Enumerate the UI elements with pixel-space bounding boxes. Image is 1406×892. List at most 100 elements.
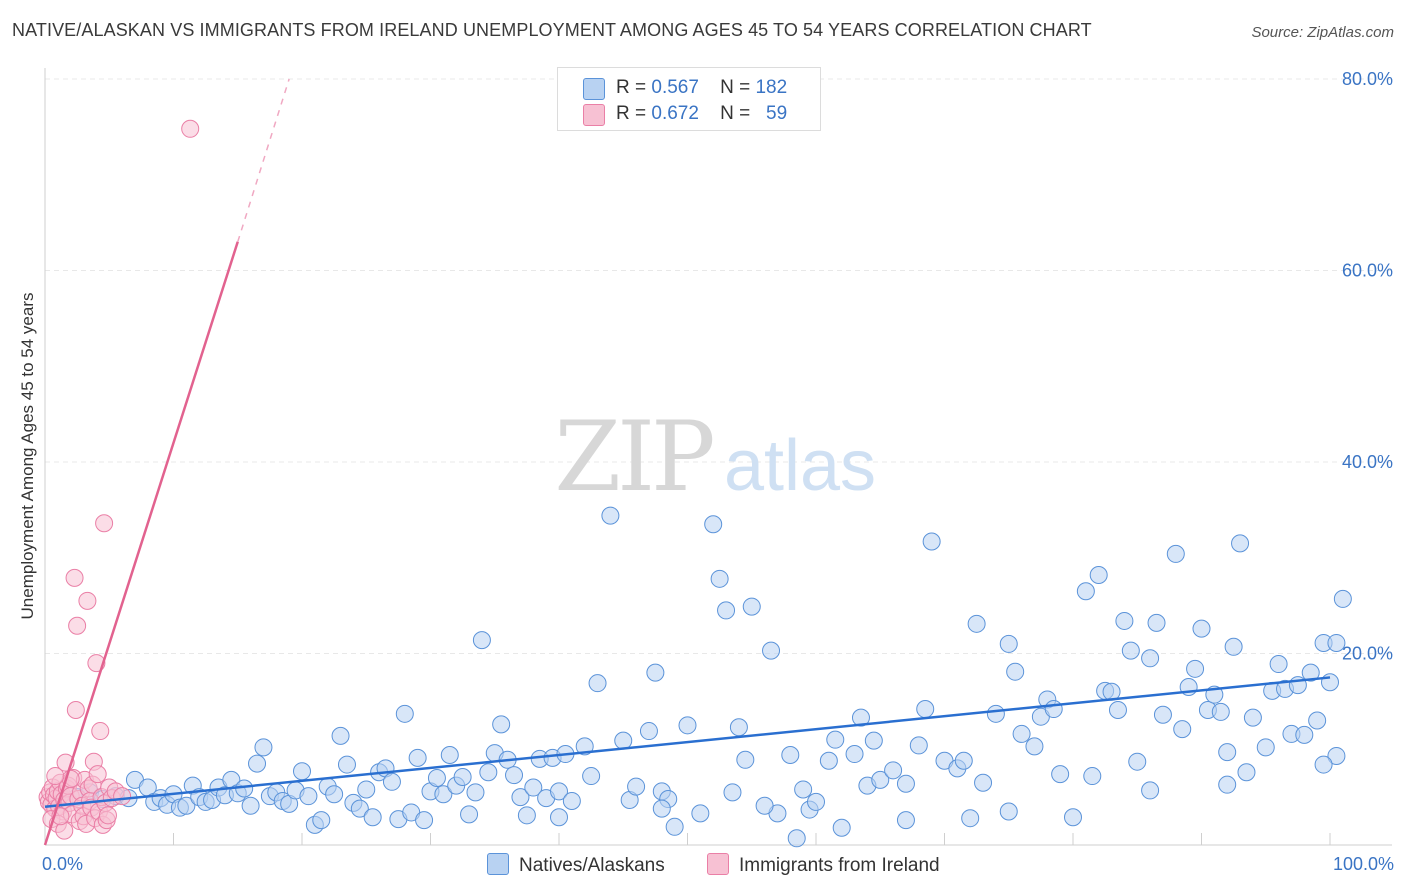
point-natives xyxy=(1083,767,1102,786)
point-natives xyxy=(550,782,568,801)
point-natives xyxy=(762,641,781,660)
point-natives xyxy=(1064,808,1082,827)
point-natives xyxy=(1173,720,1192,739)
point-natives xyxy=(1237,763,1256,782)
point-natives xyxy=(896,774,915,793)
point-natives xyxy=(787,829,806,848)
y-tick-label: 60.0% xyxy=(1342,261,1393,281)
point-natives xyxy=(492,715,511,734)
point-natives xyxy=(1153,705,1172,724)
point-natives xyxy=(254,738,273,757)
legend-r-value: 0.567 xyxy=(651,77,699,98)
legend-n-value: 59 xyxy=(766,103,788,124)
point-natives xyxy=(807,792,825,811)
point-natives xyxy=(1224,637,1243,656)
tick-labels: 20.0% 40.0% 60.0% 80.0% 0.0% 100.0% xyxy=(42,69,1394,874)
point-natives xyxy=(453,768,472,787)
legend-r-label: R = xyxy=(616,77,647,98)
point-natives xyxy=(999,634,1018,653)
point-natives xyxy=(1321,673,1339,692)
point-natives xyxy=(350,799,369,818)
point-ireland xyxy=(95,514,114,533)
point-natives xyxy=(588,674,607,693)
trend-lines xyxy=(43,78,1331,846)
point-natives xyxy=(1108,700,1127,719)
point-natives xyxy=(755,796,774,815)
point-natives xyxy=(479,763,498,782)
point-natives xyxy=(832,818,851,837)
point-natives xyxy=(511,788,530,807)
point-natives xyxy=(1044,700,1063,719)
point-natives xyxy=(1141,781,1160,800)
point-natives xyxy=(678,716,697,735)
point-natives xyxy=(299,787,318,806)
point-natives xyxy=(177,796,196,815)
series-immigrants-ireland xyxy=(38,119,200,840)
point-natives xyxy=(627,777,646,796)
point-natives xyxy=(1327,746,1346,765)
bottom-legend-label: Natives/Alaskans xyxy=(519,855,665,876)
point-natives xyxy=(710,569,729,588)
point-natives xyxy=(974,773,993,792)
point-natives xyxy=(736,750,755,769)
point-natives xyxy=(293,762,311,781)
point-natives xyxy=(871,770,890,789)
point-natives xyxy=(408,748,427,767)
point-natives xyxy=(363,808,382,827)
point-natives xyxy=(819,751,838,770)
point-natives xyxy=(312,811,331,830)
series-natives-alaskans xyxy=(51,506,1352,848)
y-tick-label: 20.0% xyxy=(1342,644,1393,664)
correlation-legend: R = 0.567 N = 182 R = 0.672 N = 59 xyxy=(557,67,821,131)
point-natives xyxy=(427,768,446,787)
point-natives xyxy=(601,506,620,525)
point-natives xyxy=(1051,765,1070,784)
point-natives xyxy=(1333,589,1352,608)
point-natives xyxy=(639,722,658,741)
point-natives xyxy=(781,745,800,764)
point-natives xyxy=(884,761,903,780)
bottom-legend-natives: Natives/Alaskans xyxy=(487,853,665,877)
point-natives xyxy=(395,704,414,723)
trend-line-ireland xyxy=(43,241,239,846)
y-tick-label: 40.0% xyxy=(1342,452,1393,472)
point-ireland xyxy=(66,700,85,719)
point-natives xyxy=(562,791,581,810)
point-natives xyxy=(331,726,350,745)
point-natives xyxy=(954,751,973,770)
point-natives xyxy=(999,802,1018,821)
point-natives xyxy=(1211,702,1230,721)
point-natives xyxy=(524,778,543,797)
point-natives xyxy=(1147,613,1166,632)
point-natives xyxy=(1256,738,1275,757)
x-tick-label: 100.0% xyxy=(1333,854,1394,874)
point-ireland xyxy=(181,119,200,138)
point-natives xyxy=(723,783,742,802)
point-natives xyxy=(460,805,479,824)
watermark-zip: ZIP xyxy=(554,401,713,513)
trend-line-natives xyxy=(44,676,1331,808)
legend-swatch-pink xyxy=(583,104,605,126)
point-natives xyxy=(691,804,710,823)
bottom-legend-ireland: Immigrants from Ireland xyxy=(707,853,940,877)
point-natives xyxy=(1128,752,1147,771)
point-natives xyxy=(1314,755,1333,774)
y-axis-label: Unemployment Among Ages 45 to 54 years xyxy=(18,292,37,620)
point-ireland xyxy=(68,616,87,635)
point-natives xyxy=(1121,641,1140,660)
point-natives xyxy=(575,737,594,756)
point-natives xyxy=(550,808,568,827)
point-natives xyxy=(357,780,376,799)
point-natives xyxy=(961,809,980,828)
point-natives xyxy=(1218,775,1237,794)
point-natives xyxy=(1006,662,1025,681)
watermark: ZIP atlas xyxy=(554,401,876,513)
point-natives xyxy=(1166,544,1185,563)
point-ireland xyxy=(46,767,65,786)
point-natives xyxy=(325,785,344,804)
point-natives xyxy=(440,745,459,764)
bottom-legend-swatch-pink xyxy=(707,853,729,875)
point-natives xyxy=(916,700,935,719)
trend-line-ireland-extension xyxy=(237,78,290,243)
point-natives xyxy=(582,767,601,786)
